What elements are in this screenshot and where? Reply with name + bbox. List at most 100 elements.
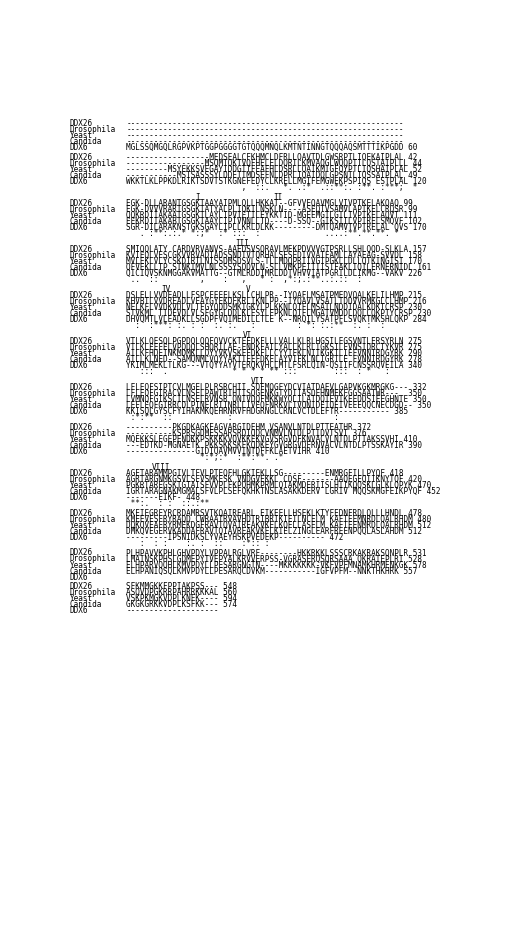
Text: WKKTLKLPPKDLRIKTSDVTSTKGNEFEDYCLKRELLMGIFEMGWEKPSPIQS ESTPLAL 120: WKKTLKLPPKDLRIKTSDVTSTKGNEFEDYCLKRELLMGI… (126, 177, 427, 185)
Text: Candida: Candida (69, 217, 102, 225)
Text: ..  ::         ,    :   ,   * :  ,*:;.:**..:.::  :: .. :: , : , * : ,*:;.:**..:.:: : (126, 274, 362, 284)
Text: VIII: VIII (151, 462, 170, 471)
Text: ELHPANIQSQLKMVPDYLLPESARQCDVKM-----------IGFVPFM--NNKTHKHRK 557: ELHPANIQSQLKMVPDYLLPESARQCDVKM----------… (126, 565, 418, 575)
Text: ELHPARVQQHLKMVPDYLLPESARGNGTN----MKKKKKKK-VKFVPFMNAMKHRMENKGK 578: ELHPARVQQHLKMVPDYLLPESARGNGTN----MKKKKKK… (126, 560, 427, 569)
Text: PLHPAVVKPHLGHVPDYLVPPALRGLVRF--------HKKRKKLSSSCRKAKRAKSQNPLR 531: PLHPAVVKPHLGHVPDYLVPPALRGLVRF--------HKK… (126, 548, 427, 557)
Text: ASQVDPGKRRPAHRRKKKAL 560: ASQVDPGKRRPAHRRKKKAL 560 (126, 588, 237, 597)
Text: LFLEQFSIPTCVLMGELPLRSRCHII SQFMQGFYDCVIATDAEVLGAPVKGKMRGKG--- 332: LFLEQFSIPTCVLMGELPLRSRCHII SQFMQGFYDCVIA… (126, 382, 427, 391)
Text: DDX6: DDX6 (69, 177, 88, 185)
Text: DDX26: DDX26 (69, 422, 93, 431)
Text: DDX6: DDX6 (69, 406, 88, 415)
Text: I: I (195, 193, 199, 202)
Text: ------------------------------------------------------------: ----------------------------------------… (126, 125, 403, 133)
Text: DDX26: DDX26 (69, 337, 93, 346)
Text: ------------------------------------------------------------: ----------------------------------------… (126, 119, 403, 128)
Text: Drosophila: Drosophila (69, 554, 116, 563)
Text: Yeast: Yeast (69, 520, 93, 529)
Text: VII: VII (251, 376, 265, 386)
Text: AGETARAMMPGIVLTFVLPTEQFHLGKIEKLLSG---------ENMRGFILLPYQF 418: AGETARAMMPGIVLTFVLPTEQFHLGKIEKLLSG------… (126, 468, 403, 477)
Text: Yeast: Yeast (69, 131, 93, 140)
Text: EGK-DLLARANTGSGKTAAYAIPMLQLLHKKAT--GFVVEQAVMGLVIVPTKELAKQAQ 99: EGK-DLLARANTGSGKTAAYAIPMLQLLHKKAT--GFVVE… (126, 198, 413, 208)
Text: -------EIKF- 448: -------EIKF- 448 (126, 492, 200, 502)
Text: Yeast: Yeast (69, 257, 93, 266)
Text: DSLELLVVDEADLLFSPCFEEELKSLLCHLPR--IYQAFLMSATPMEDVQALKELILHMP 215: DSLELLVVDEADLLFSPCFEEELKSLLCHLPR--IYQAFL… (126, 290, 422, 299)
Text: VSKPKMGKVDPLKNFK---- 594: VSKPKMGKVDPLKNFK---- 594 (126, 594, 237, 603)
Text: Drosophila: Drosophila (69, 125, 116, 133)
Text: YKIMLMEKLTLKG---VTQYYAYVTERQKVHCLMTLFSRLQIN-QSIIFCNSSRQVEILA 340: YKIMLMEKLTLKG---VTQYYAYVTERQKVHCLMTLFSRL… (126, 361, 422, 369)
Text: Candida: Candida (69, 600, 102, 609)
Text: ---------------GIDIQAVMVVINTDFFKLAETVIHR 410: ---------------GIDIQAVMVVINTDFFKLAETVIHR… (126, 446, 330, 455)
Text: SMIQQLATY CARDVRVANVS-AAEDSVSQRAVLMEKPDVVVGTPSRLLSHLQQD-SLKLA 157: SMIQQLATY CARDVRVANVS-AAEDSVSQRAVLMEKPDV… (126, 245, 427, 254)
Text: IV: IV (162, 285, 171, 294)
Text: :*:**  ::            :                      :: :*:** :: : : (126, 413, 339, 421)
Text: ---------MSYEKKSVEGAYIDDGTTFEAFHLDSRLLQAIKMIGFQYPTLIQSHAIPLAL 52: ---------MSYEKKSVEGAYIDDGTTFEAFHLDSRLLQA… (126, 165, 422, 174)
Text: STVKML TIDEVDLVLSFGYGLDDLKLESYLFPKNLQTFLMGATVMDDLDQLCQKPTYCRSP 230: STVKML TIDEVDLVLSFGYGLDDLKLESYLFPKNLQTFL… (126, 309, 431, 318)
Text: Candida: Candida (69, 262, 102, 272)
Text: LEFLEQFGIRRCDLPINELRIINRLLIVEQFNRKVLIVQNIDETQEIVEEEQQCNECDGD-- 350: LEFLEQFGIRRCDLPINELRIINRLLIVEQFNRKVLIVQN… (126, 400, 431, 410)
Text: Yeast: Yeast (69, 210, 93, 220)
Text: Candida: Candida (69, 440, 102, 450)
Text: Drosophila: Drosophila (69, 297, 116, 306)
Text: NELKFLVVDKVDLVLTFGYQDDSMKIGKYLPLKKNLQTFLMSATLNDDIDALKDKTCRSP 230: NELKFLVVDKVDLVLTFGYQDDSMKIGKYLPLKKNLQTFL… (126, 302, 422, 311)
Text: :  :***: :. : :  :. :.   :         : *: :.:**  :. :  :: : :***: :. : : :. :. : : *: :.:** :. : : (126, 321, 385, 329)
Text: Drosophila: Drosophila (69, 159, 116, 168)
Text: EGK-DVVVRARTGSGKTATYALPLIQKILNSKLN----ASEQTVSAMVLAPTKELCRQSR 99: EGK-DVVVRARTGSGKTATYALPLIQKILNSKLN----AS… (126, 205, 418, 214)
Text: :  : :    :. :  ::    :*:: :: : : : :. : :: :*:: : (126, 538, 269, 547)
Text: AGRTARGNMKGSVLSFVSMKESK VNDGVEKKL CDSF-------AAQEGEQIIKNYTQF 420: AGRTARGNMKGSVLSFVSMKESK VNDGVEKKL CDSF--… (126, 474, 422, 483)
Text: DMKQVEGERVKADDAFRAVTQTAVREAKVKELKIELZINGLEARFREENPQQLASLAHDM 512: DMKQVEGERVKADDAFRAVTQTAVREAKVKELKIELZING… (126, 526, 422, 535)
Text: DDX6: DDX6 (69, 532, 88, 541)
Text: MKEIEGRFYRCRDAMRSVTKQAIREARL EIKEELLHSEKLKTYFEDNFRDLQLLLHNDL 478: MKEIEGRFYRCRDAMRSVTKQAIREARL EIKEELLHSEK… (126, 508, 422, 517)
Text: *:*;:*  :**:**. .*: *:*;:* :**:**. .* (126, 452, 284, 462)
Text: DDX26: DDX26 (69, 468, 93, 477)
Text: Candida: Candida (69, 565, 102, 575)
Text: Drosophila: Drosophila (69, 205, 116, 214)
Text: DDX6: DDX6 (69, 269, 88, 277)
Text: KVIEQLVESCGKVVRVADIADSSNDTVTQRHALSESEDIVVATFAMLLAYAEAG-SVVDL 158: KVIEQLVESCGKVVRVADIADSSNDTVTQRHALSESEDIV… (126, 250, 422, 260)
Text: Candida: Candida (69, 486, 102, 495)
Text: DDX26: DDX26 (69, 508, 93, 517)
Text: Yeast: Yeast (69, 349, 93, 358)
Text: Yeast: Yeast (69, 434, 93, 443)
Text: ------------------MEDSEALCFKHMCLDFRLLQAVTDLGWSRPTLIQEKAIPLAL 42: ------------------MEDSEALCFKHMCLDFRLLQAV… (126, 153, 418, 162)
Text: DDX26: DDX26 (69, 119, 93, 128)
Text: MQEKKSLEGEPENDKKPSKKKKVQVKKEKVGVSRGVDFKNVACVLNTDLPTTAKSSVHI 410: MQEKKSLEGEPENDKKPSKKKKVQVKKEKVGVSRGVDFKN… (126, 434, 418, 443)
Text: Drosophila: Drosophila (69, 474, 116, 483)
Text: Drosophila: Drosophila (69, 514, 116, 523)
Text: QICIQVSKNMGGAKVMATTG--GTMLRDDIMRLDDTVHVVIATPGRILDLIKMG--VAKV 226: QICIQVSKNMGGAKVMATTG--GTMLRDDIMRLDDTVHVV… (126, 269, 422, 277)
Text: KKISQLGYSCFYIHAKMKQEHRNRVFHDGRNGLCRNLVCTDLEFTR----------- 385: KKISQLGYSCFYIHAKMKQEHRNRVFHDGRNGLCRNLVCT… (126, 406, 408, 415)
Text: Candida: Candida (69, 171, 102, 180)
Text: SFKMMGKKFPPIAKPSS--- 548: SFKMMGKKFPPIAKPSS--- 548 (126, 582, 237, 590)
Text: ---EDTKD-MGNAETK PKKSKKSKFKQDKEYGVGRGVDFRNVACVLNTDLPTSSKAYIR 390: ---EDTKD-MGNAETK PKKSKKSKFKQDKEYGVGRGVDF… (126, 440, 422, 450)
Text: IGRTARAGNAKMGMALSFVLPLSEFQKHKTNSLASAKKDERV LGRIV MQQSKMGFEIKPYQF 452: IGRTARAGNAKMGMALSFVLPLSEFQKHKTNSLASAKKDE… (126, 486, 441, 495)
Text: **:.  : :  ::.:**: **:. : : ::.:** (126, 498, 209, 507)
Text: DDX26: DDX26 (69, 245, 93, 254)
Text: MVLEKLVLYCSKDIRTLNISSDMSDSVLS-TLLMDQPRIIVGTPGKLLDLLQTKINGISI 170: MVLEKLVLYCSKDIRTLNISSDMSDSVLS-TLLMDQPRII… (126, 257, 422, 266)
Text: Candida: Candida (69, 400, 102, 410)
Text: DDX6: DDX6 (69, 222, 88, 232)
Text: AILLKLNED--SAMQNMLVQYYAKTTEEFDKFLAYVIFKLNLIGRTLE FVNNIRDGYRK 278: AILLKLNED--SAMQNMLVQYYAKTTEEFDKFLAYVIFKL… (126, 354, 422, 363)
Text: Drosophila: Drosophila (69, 342, 116, 351)
Text: Yeast: Yeast (69, 165, 93, 174)
Text: DDX26: DDX26 (69, 382, 93, 391)
Text: PGKRTAREGSKTGTAISFVVPLFKPQHMKPRMLQTAKMDERIISLHIIKQQSKLGLKLQPYK 470: PGKRTAREGSKTGTAISFVVPLFKPQHMKPRMLQTAKMDE… (126, 480, 431, 489)
Text: MGLSSQMGQLRGPVKPTGGPGGGGTGTQQQMNQLKMTNTINNGTQQQAQSMTTTIKPGDD 60: MGLSSQMGQLRGPVKPTGGPGGGGTGTQQQMNQLKMTNTI… (126, 143, 418, 152)
Text: DDX6: DDX6 (69, 143, 88, 152)
Text: DHVQMTLVLEADKLLSGDPFVQIMEDILLTLE K--NRQILYSATPFLSVQKTMKSHLQKP 284: DHVQMTLVLEADKLLSGDPFVQIMEDILLTLE K--NRQI… (126, 314, 427, 324)
Text: DDX6: DDX6 (69, 492, 88, 502)
Text: LVMNQFGIKSCILNSELRVNSR QNIVDQFMKKWYQLILATDQTEVIKEEDDSIEEGHNTE 350: LVMNQFGIKSCILNSELRVNSR QNIVDQFMKKWYQLILA… (126, 394, 427, 403)
Text: III: III (236, 238, 249, 248)
Text: DDX26: DDX26 (69, 290, 93, 299)
Text: DDX26: DDX26 (69, 548, 93, 557)
Text: Yeast: Yeast (69, 594, 93, 603)
Text: DDX6: DDX6 (69, 446, 88, 455)
Text: II: II (274, 193, 283, 202)
Text: AILKFHDEINKMDMKLLQYYVKVSKFFDKFLLCYYIFKLNIIKGKTLIEFVNNIRDGYRK 290: AILKFHDEINKMDMKLLQYYVKVSKFFDKFLLCYYIFKLN… (126, 349, 422, 358)
Text: DDX26: DDX26 (69, 153, 93, 162)
Text: Candida: Candida (69, 354, 102, 363)
Text: ,  ::.   *. .:*  .::**:. :**. :***;  *: , ::. *. .:* .::**:. :**. :***; * (126, 183, 418, 192)
Text: Yeast: Yeast (69, 480, 93, 489)
Text: Drosophila: Drosophila (69, 250, 116, 260)
Text: Candida: Candida (69, 309, 102, 318)
Text: Yeast: Yeast (69, 560, 93, 569)
Text: DDX6: DDX6 (69, 572, 88, 581)
